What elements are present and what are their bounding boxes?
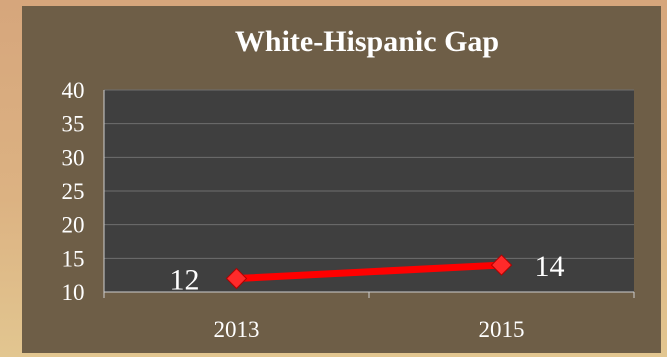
axes	[103, 90, 635, 298]
y-tick-label: 15	[62, 246, 85, 271]
series-layer	[225, 254, 513, 290]
x-tick-label: 2015	[479, 317, 525, 342]
y-tick-label: 40	[62, 78, 85, 103]
data-point-marker	[225, 267, 248, 290]
y-tick-label: 10	[62, 280, 85, 305]
data-point-marker	[490, 254, 513, 276]
data-label: 14	[535, 250, 565, 283]
y-tick-label: 20	[62, 213, 85, 238]
y-tick-label: 30	[62, 145, 85, 170]
y-tick-label: 35	[62, 112, 85, 137]
chart: White-Hispanic Gap 10 15 20 25 30 35 40 2013 201…	[62, 25, 635, 342]
gridlines	[104, 89, 634, 259]
x-tick-label: 2013	[214, 317, 260, 342]
labels-layer: 10 15 20 25 30 35 40 2013 2015 12 14	[62, 78, 565, 342]
series-line	[233, 261, 505, 283]
data-label: 12	[170, 264, 200, 297]
chart-panel: White-Hispanic Gap 10 15 20 25 30 35 40 2013 201…	[22, 6, 661, 353]
chart-title: White-Hispanic Gap	[235, 25, 499, 58]
y-tick-label: 25	[62, 179, 85, 204]
